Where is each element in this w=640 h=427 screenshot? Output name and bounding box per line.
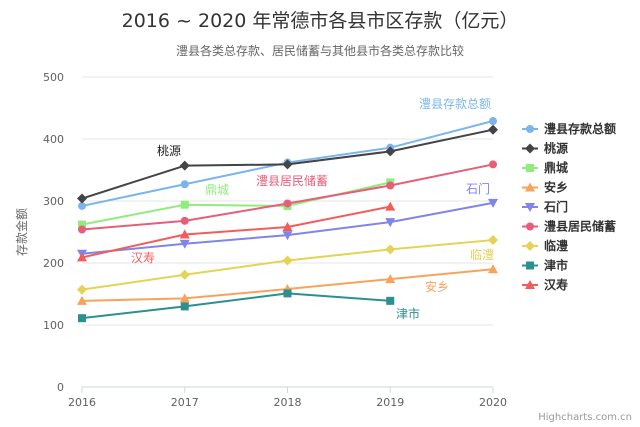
data-point	[488, 235, 498, 246]
series-annotation: 桃源	[157, 143, 181, 158]
series-line	[81, 205, 391, 259]
legend-marker	[526, 125, 534, 133]
data-point	[489, 160, 497, 169]
data-point	[282, 159, 293, 170]
data-point	[488, 198, 498, 208]
series-annotation: 鼎城	[205, 183, 229, 197]
legend-label: 安乡	[544, 180, 568, 195]
series-annotation: 汉寿	[131, 251, 155, 265]
x-tick-label: 2017	[171, 396, 199, 409]
legend-marker	[526, 222, 534, 231]
series-annotation: 澧县存款总额	[419, 97, 491, 111]
data-point	[385, 218, 396, 228]
data-point	[180, 180, 189, 189]
legend-marker	[526, 261, 534, 270]
y-tick-label: 400	[43, 133, 64, 146]
data-point	[179, 229, 190, 239]
data-point	[386, 181, 395, 190]
legend-marker	[525, 280, 535, 289]
legend-marker	[525, 182, 535, 192]
data-point	[386, 296, 395, 305]
data-point	[77, 193, 87, 204]
data-point	[385, 201, 396, 211]
data-point	[282, 255, 293, 266]
series-annotation: 津市	[396, 306, 420, 321]
legend-label: 津市	[544, 258, 568, 273]
legend-marker	[525, 143, 535, 154]
data-point	[488, 124, 498, 135]
data-point	[77, 284, 87, 295]
data-point	[78, 225, 86, 234]
legend-marker	[525, 241, 535, 251]
legend-label: 石门	[543, 199, 568, 214]
data-point	[179, 160, 190, 171]
legend-label: 临澧	[544, 238, 568, 253]
legend-marker	[526, 164, 534, 172]
data-point	[78, 220, 86, 229]
legend-marker	[525, 203, 535, 212]
x-tick-label: 2018	[274, 396, 302, 409]
data-point	[385, 274, 396, 284]
series-annotation: 临澧	[470, 248, 494, 262]
data-point	[179, 293, 190, 303]
data-point	[78, 314, 86, 323]
data-point	[385, 244, 396, 255]
data-point	[180, 200, 189, 209]
x-tick-label: 2020	[479, 396, 507, 409]
data-point	[489, 117, 497, 126]
legend-label: 桃源	[544, 141, 568, 156]
series-annotation: 石门	[466, 181, 490, 196]
y-tick-label: 300	[43, 195, 64, 208]
y-axis-label: 存款金额	[14, 208, 29, 256]
data-point	[77, 252, 87, 262]
credits-link[interactable]: Highcharts.com.cn	[538, 412, 632, 423]
legend-label: 鼎城	[544, 160, 568, 175]
series-annotation: 澧县居民储蓄	[256, 173, 328, 188]
legend-label: 澧县存款总额	[544, 121, 616, 136]
x-tick-label: 2016	[68, 396, 96, 409]
y-tick-label: 500	[43, 71, 64, 84]
data-point	[180, 216, 189, 225]
data-point	[283, 289, 292, 298]
data-point	[77, 295, 87, 305]
y-tick-label: 0	[57, 381, 64, 394]
y-tick-label: 200	[43, 257, 64, 270]
data-point	[283, 199, 292, 208]
data-point	[180, 302, 189, 311]
series-annotation: 安乡	[425, 279, 449, 294]
chart-subtitle: 澧县各类总存款、居民储蓄与其他县市各类总存款比较	[175, 44, 464, 58]
data-point	[282, 222, 293, 232]
data-point	[179, 239, 190, 249]
data-point	[78, 201, 86, 210]
data-point	[179, 269, 190, 280]
data-point	[488, 264, 498, 274]
y-tick-label: 100	[43, 319, 64, 332]
series-line	[81, 292, 391, 320]
legend-label: 汉寿	[544, 277, 568, 292]
x-tick-label: 2019	[376, 396, 404, 409]
data-point	[385, 146, 396, 157]
chart-title: 2016 ~ 2020 年常德市各县市区存款（亿元）	[121, 10, 519, 32]
series-line	[81, 181, 391, 226]
legend-label: 澧县居民储蓄	[544, 219, 616, 234]
data-point	[282, 231, 293, 241]
